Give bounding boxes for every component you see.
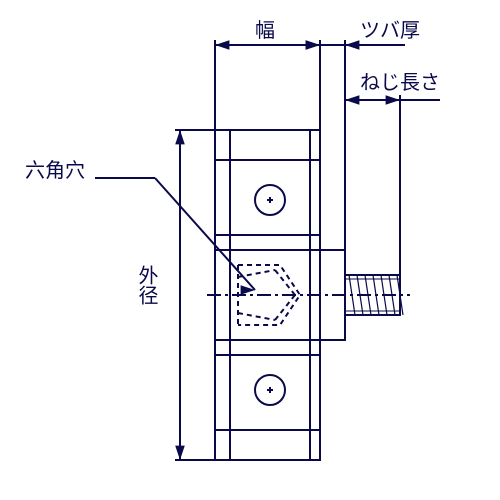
label-hex-hole: 六角穴 [25,160,85,182]
label-outer-diameter: 外径 [135,265,157,305]
label-flange-thickness: ツバ厚 [360,20,420,42]
label-thread-length: ねじ長さ [360,72,440,94]
label-width: 幅 [255,20,275,42]
